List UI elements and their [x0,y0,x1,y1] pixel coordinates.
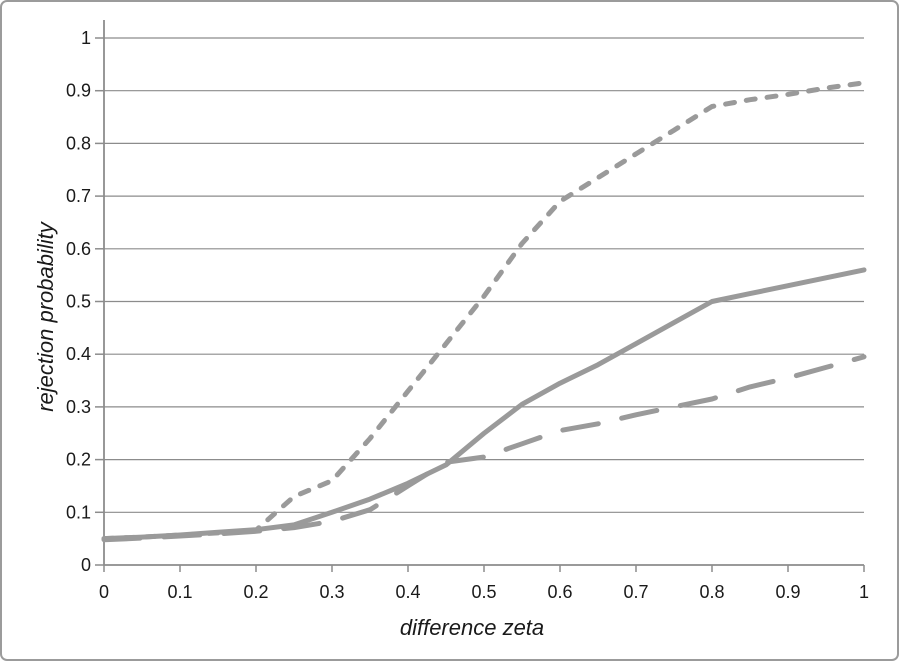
y-tick-label: 0.5 [66,292,91,312]
x-tick-label: 0.9 [775,582,800,602]
y-tick-label: 0.7 [66,186,91,206]
x-tick-label: 0.8 [699,582,724,602]
series-long-dashed-line [101,354,867,543]
y-tick-label: 0.4 [66,344,91,364]
y-tick-label: 0.2 [66,450,91,470]
x-tick-label: 0.2 [243,582,268,602]
x-tick-label: 1 [859,582,869,602]
y-axis-title: rejection probability [33,222,58,412]
x-tick-label: 0.7 [623,582,648,602]
series-short-dashed-line [101,80,867,542]
x-axis-title: difference zeta [399,615,545,640]
x-tick-label: 0 [99,582,109,602]
y-tick-label: 0.3 [66,397,91,417]
y-tick-label: 0.8 [66,133,91,153]
x-tick-label: 0.3 [319,582,344,602]
y-tick-label: 0.9 [66,81,91,101]
y-tick-label: 1 [81,28,91,48]
y-tick-label: 0.1 [66,502,91,522]
x-tick-label: 0.4 [395,582,420,602]
x-tick-label: 0.5 [471,582,496,602]
y-tick-label: 0.6 [66,239,91,259]
series-solid-line [101,267,867,542]
y-tick-label: 0 [81,555,91,575]
x-tick-label: 0.6 [547,582,572,602]
x-tick-label: 0.1 [167,582,192,602]
